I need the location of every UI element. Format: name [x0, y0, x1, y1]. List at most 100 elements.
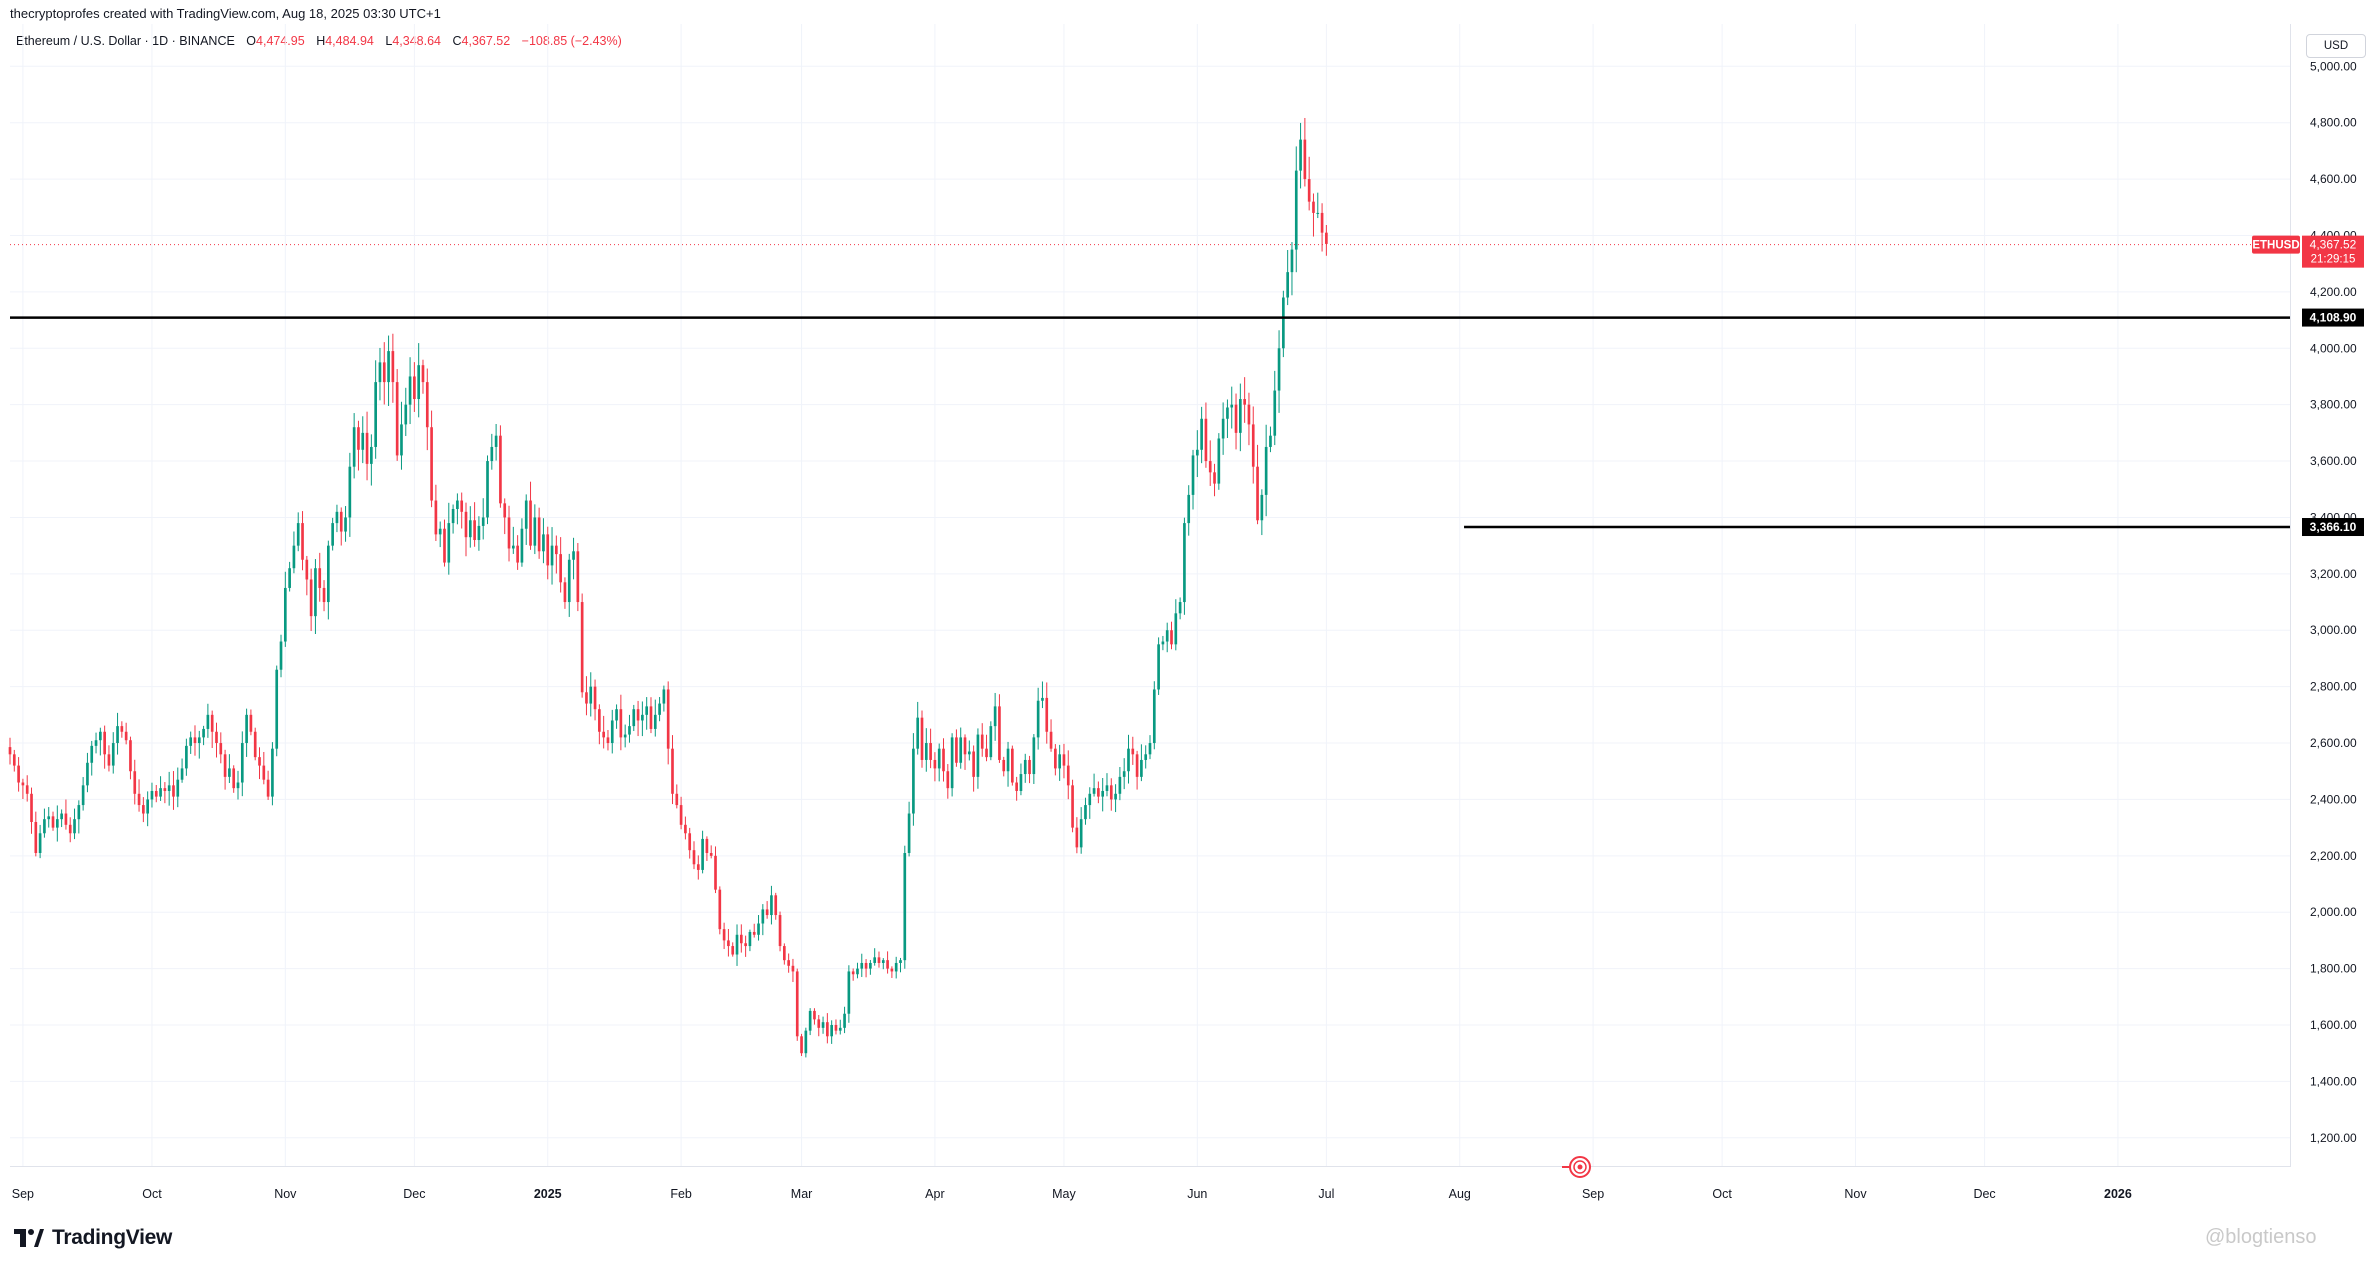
candle-body [916, 717, 920, 749]
candle-body [318, 568, 322, 588]
candle-body [1204, 418, 1208, 462]
candle [1006, 741, 1010, 787]
candle [537, 507, 541, 559]
candle [1320, 203, 1324, 252]
candle [253, 727, 257, 761]
candle-body [249, 714, 253, 732]
candle [993, 692, 997, 741]
candle [1187, 485, 1191, 536]
candle [752, 923, 756, 938]
candle-body [722, 929, 726, 941]
candle [598, 704, 601, 745]
x-tick-label: May [1052, 1187, 1076, 1201]
candle-body [240, 743, 244, 783]
candle [1054, 744, 1057, 776]
candle [1122, 758, 1126, 790]
y-tick-label: 1,400.00 [2310, 1074, 2357, 1088]
candle-body [1170, 630, 1173, 645]
candle [873, 948, 877, 966]
candle [731, 942, 735, 957]
candle-body [12, 754, 16, 766]
candle [309, 568, 313, 632]
candle-body [537, 517, 541, 552]
candle-body [468, 520, 472, 538]
candle-body [228, 768, 231, 777]
candle [830, 1020, 833, 1044]
candle-body [103, 731, 106, 755]
candle-body [808, 1010, 812, 1031]
candle-body [352, 427, 356, 467]
y-tick-label: 3,200.00 [2310, 567, 2357, 581]
candle-body [899, 960, 902, 963]
candle [520, 518, 524, 567]
candle [559, 537, 562, 593]
candle-body [701, 838, 704, 870]
candle-body [1002, 759, 1006, 772]
candle [795, 968, 799, 1041]
candle-body [1066, 765, 1070, 786]
candle [103, 725, 106, 769]
candle-body [1269, 435, 1272, 447]
candle-body [1243, 399, 1246, 405]
candle [1213, 463, 1216, 497]
candle [223, 749, 227, 790]
candle-body [602, 731, 605, 738]
candle [17, 757, 20, 792]
candle [185, 738, 188, 776]
candle [1277, 330, 1281, 413]
candle-body [903, 853, 907, 961]
candle-body [154, 790, 158, 797]
candle-body [731, 946, 735, 955]
candle [90, 740, 94, 776]
candle [430, 410, 433, 508]
candle [735, 924, 739, 966]
candle [692, 841, 696, 870]
candle-body [838, 1027, 842, 1031]
candle [503, 498, 507, 535]
candle [365, 411, 369, 481]
candle [572, 537, 575, 580]
candle-body [73, 819, 76, 834]
candle [1290, 242, 1294, 296]
candle [610, 709, 614, 754]
close-value: 4,367.52 [461, 34, 511, 48]
candle [761, 904, 765, 936]
candle-body [886, 960, 889, 969]
candle [1028, 755, 1031, 784]
y-tick-label: 2,600.00 [2310, 736, 2357, 750]
candle-body [1217, 438, 1221, 484]
candle-body [107, 754, 111, 766]
candle [580, 593, 584, 698]
symbol-tag [2252, 235, 2300, 254]
candle [1109, 778, 1113, 811]
candle [47, 807, 51, 828]
candle [744, 935, 747, 957]
candle-body [1045, 697, 1049, 732]
candle [709, 845, 713, 859]
candle [408, 357, 412, 425]
candle [275, 665, 279, 757]
tradingview-brand[interactable]: TradingView [14, 1226, 172, 1250]
candle [86, 752, 89, 793]
candle [929, 728, 932, 769]
chart-frame [10, 24, 2291, 1167]
candle [920, 710, 924, 768]
candle-body [1114, 793, 1117, 800]
candle-body [421, 365, 425, 383]
candle-body [120, 726, 124, 732]
candle-body [783, 946, 786, 961]
currency-button[interactable]: USD [2306, 34, 2366, 58]
candle [980, 723, 984, 757]
candle-body [94, 740, 98, 746]
candle [12, 749, 16, 772]
candle [567, 553, 571, 617]
candle-series [8, 117, 1328, 1058]
candle-body [1174, 613, 1178, 645]
candle [701, 830, 704, 874]
candle-body [550, 545, 554, 566]
candle [1256, 444, 1259, 525]
candle [1303, 117, 1307, 187]
open-value: 4,474.95 [256, 34, 305, 48]
symbol-name[interactable]: Ethereum / U.S. Dollar · 1D · BINANCE [16, 34, 235, 48]
